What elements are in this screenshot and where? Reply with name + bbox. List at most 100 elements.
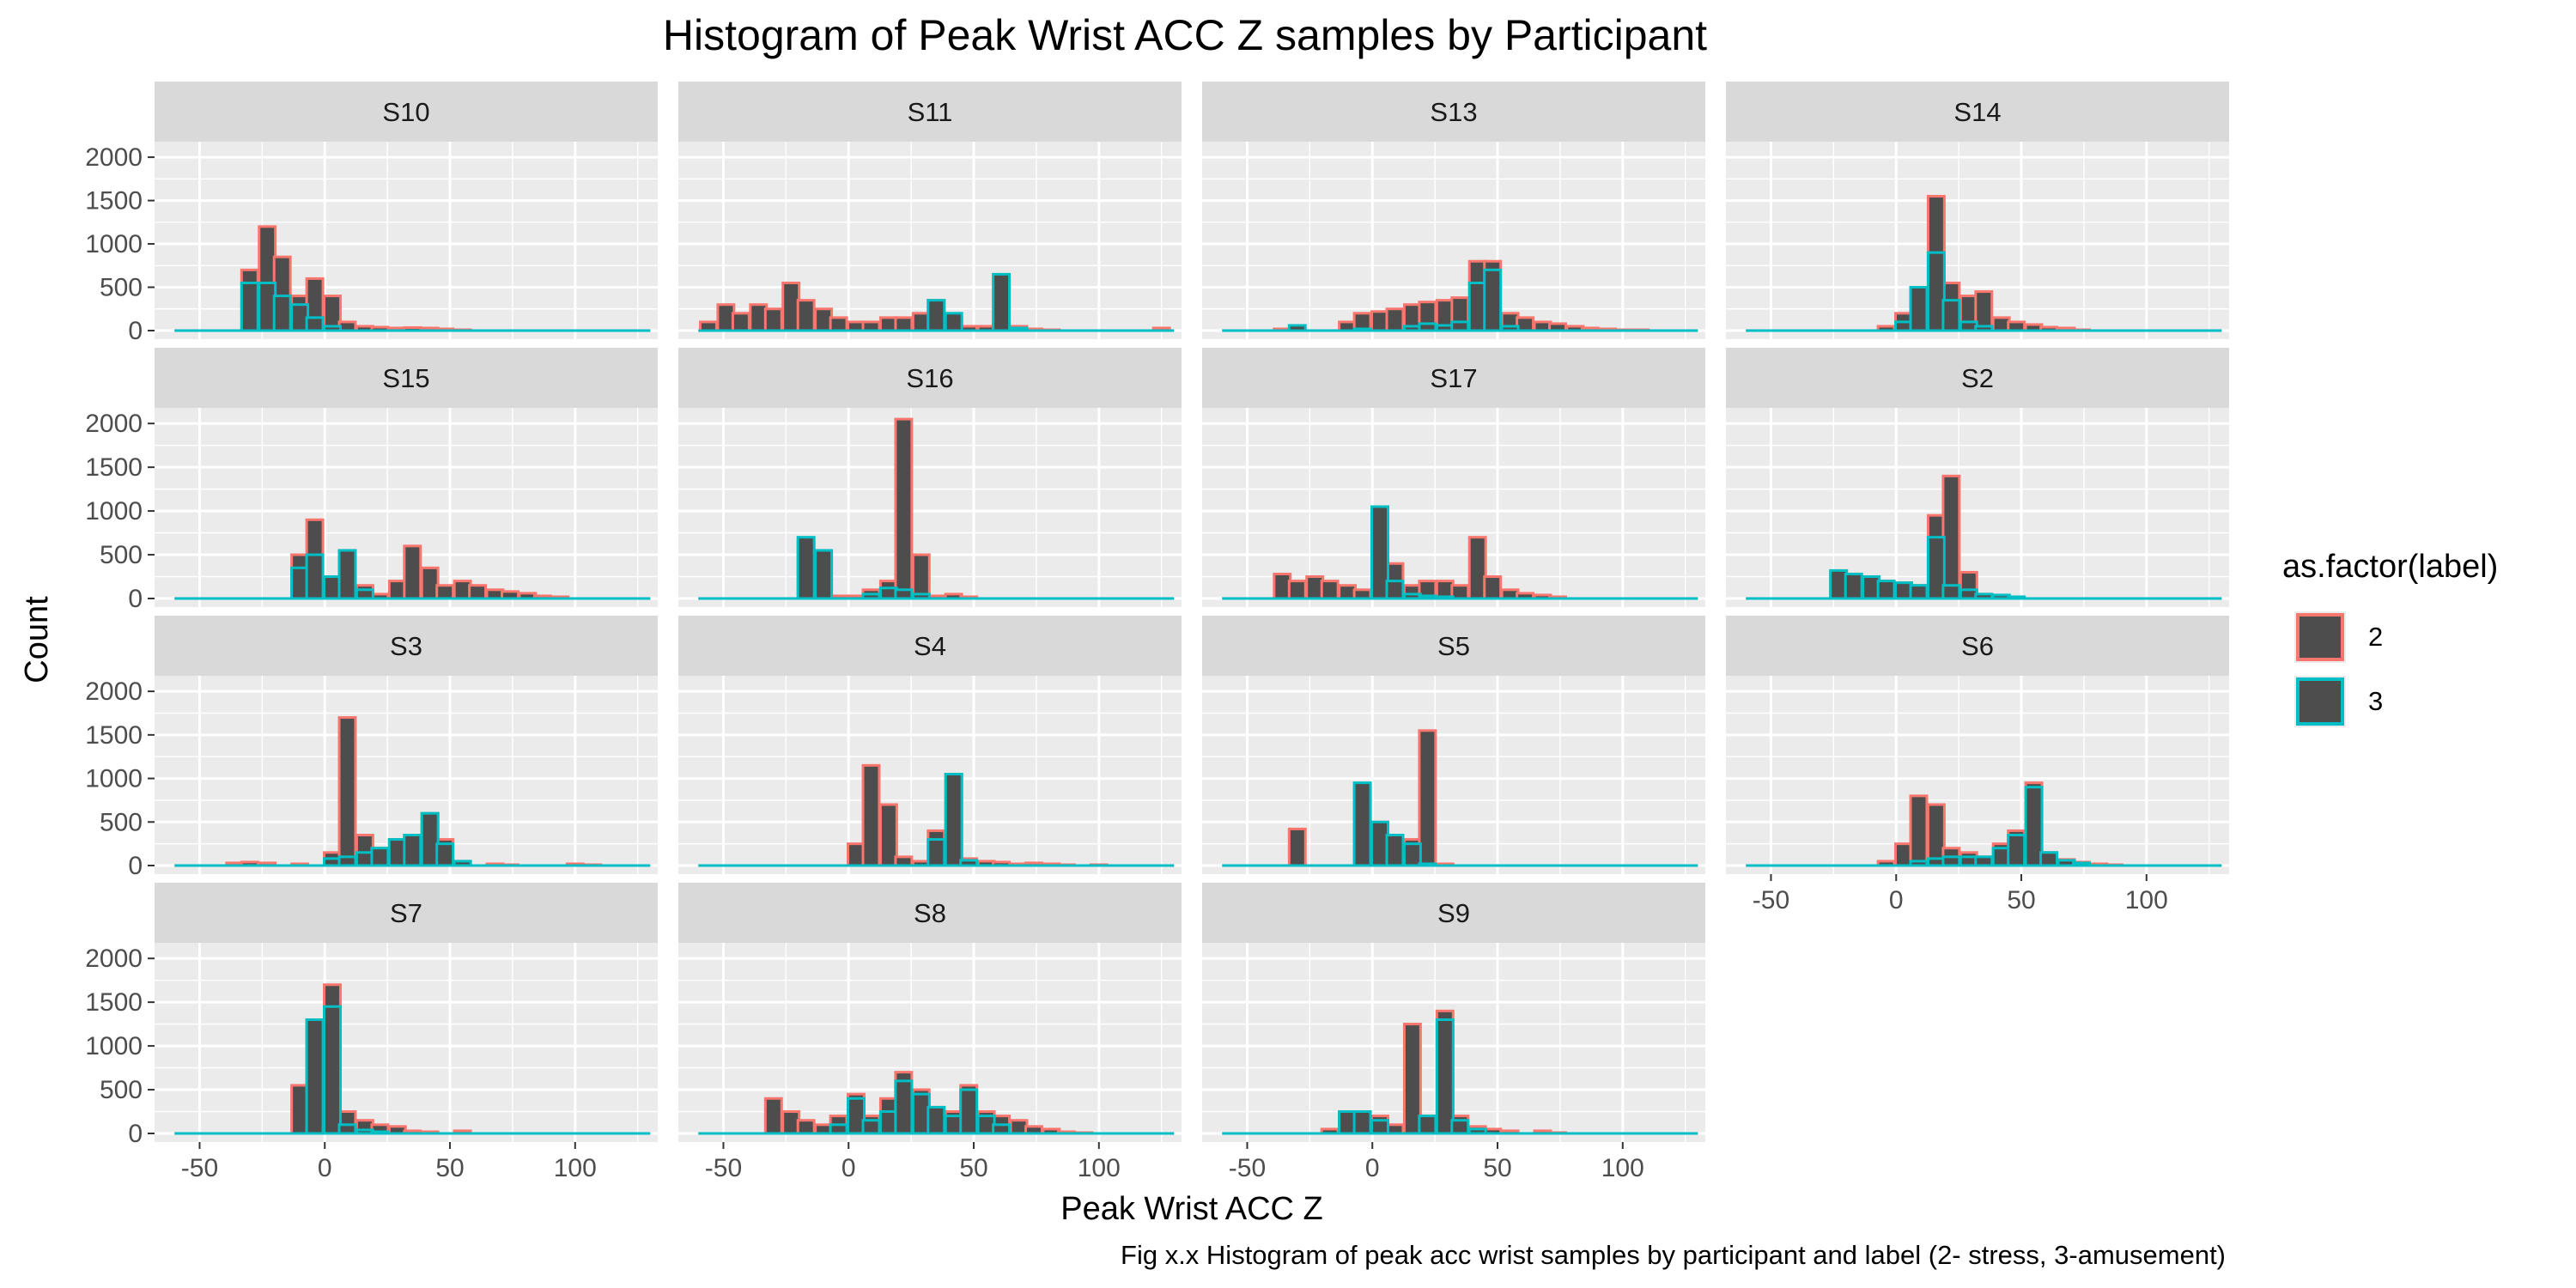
facet-strip-label: S16 [906,363,953,393]
histogram-bar-label-3 [1941,584,1961,600]
histogram-bar-label-2 [1352,588,1372,600]
y-axis-tick-label: 2000 [85,410,143,438]
histogram-bar-label-3 [1370,1119,1389,1135]
histogram-bar-label-3 [2039,851,2059,867]
histogram-bar-label-3 [829,1123,848,1135]
facet-strip-label: S4 [914,631,946,661]
x-axis-tick-label: -50 [1229,1154,1266,1182]
panel-s13: S13 [1202,82,1705,339]
panel-s2: S2 [1726,348,2229,607]
y-axis-tick-label: 0 [128,585,143,613]
histogram-bar-label-3 [370,847,390,867]
y-axis-tick-label: 1500 [85,453,143,482]
facet-strip-label: S10 [382,97,429,127]
legend-keys: 23 [2294,611,2383,727]
y-axis-tick-label: 1500 [85,187,143,216]
facet-strip [678,348,1182,408]
facet-strip [1202,348,1705,408]
chart-title: Histogram of Peak Wrist ACC Z samples by… [663,11,1707,59]
histogram-bar-label-2 [829,316,848,332]
histogram-bar-label-2 [1320,580,1340,600]
histogram-bar-label-2 [911,553,931,600]
facet-strip [1726,348,2229,408]
histogram-bar-label-3 [927,838,946,867]
histogram-bar-label-3 [927,299,946,332]
histogram-bar-label-3 [1450,320,1470,332]
facet-strip-label: S17 [1430,363,1477,393]
histogram-bar-label-2 [763,307,783,332]
facet-panels: S10 S11 S13 S14 S15 S16 S17 S2 S3 S4 S5 S6 S7 S8 S9 [155,82,2229,1142]
panel-s5: S5 [1202,616,1705,874]
y-axis-tick-label: 1500 [85,721,143,750]
x-axis-tick-label: 100 [2125,886,2168,914]
histogram-bar-label-3 [305,1018,325,1135]
histogram-bar-label-2 [1909,794,1929,867]
y-axis-tick-label: 1000 [85,497,143,526]
facet-strip [1202,883,1705,943]
y-axis-tick-label: 1000 [85,230,143,258]
histogram-bar-label-2 [861,763,881,867]
panel-s10: S10 [155,82,658,339]
facet-strip [155,616,658,676]
histogram-bar-label-2 [1483,575,1503,600]
facet-strip [155,348,658,408]
panel-s6: S6 [1726,616,2229,874]
histogram-bar-label-2 [894,316,914,332]
x-axis-tick-label: 100 [1601,1154,1644,1182]
facet-strip [678,82,1182,142]
y-axis-tick-label: 0 [128,852,143,880]
x-axis-tick-label: 50 [1483,1154,1511,1182]
panel-s9: S9 [1202,883,1705,1142]
legend-key-swatch [2296,677,2344,726]
histogram-bar-label-3 [944,312,963,332]
facet-strip [1726,616,2229,676]
histogram-bar-label-3 [272,295,292,332]
facet-strip-label: S3 [390,631,422,661]
histogram-bar-label-3 [1450,1119,1470,1135]
facet-strip [155,82,658,142]
facet-strip [678,883,1182,943]
x-axis-tick-label: -50 [1753,886,1789,914]
y-axis-tick-label: 1500 [85,988,143,1017]
histogram-bar-label-3 [861,1119,881,1135]
facet-strip-label: S5 [1437,631,1470,661]
histogram-bar-label-3 [1483,268,1503,332]
legend-key-swatch [2296,613,2344,661]
panel-s11: S11 [678,82,1182,339]
x-axis-tick-label: 0 [1889,886,1904,914]
histogram-bar-label-3 [927,1105,946,1135]
axes: 0500100015002000050010001500200005001000… [85,143,2168,1182]
histogram-bar-label-3 [992,272,1012,332]
facet-strip-label: S8 [914,898,946,928]
histogram-bar-label-2 [894,855,914,867]
y-axis-tick-label: 500 [100,808,143,836]
panel-s8: S8 [678,883,1182,1142]
histogram-bar-label-3 [1876,580,1896,600]
x-axis-tick-label: 50 [2007,886,2035,914]
histogram-bar-label-2 [763,1097,783,1135]
histogram-bar-label-3 [1352,1110,1372,1135]
panel-background [1202,676,1705,874]
facet-strip [155,883,658,943]
histogram-bar-label-3 [894,1079,914,1135]
facet-strip-label: S11 [908,97,953,127]
y-axis-tick-label: 1000 [85,1032,143,1060]
panel-s14: S14 [1726,82,2229,339]
panel-background [155,142,658,339]
histogram-bar-label-3 [796,536,816,600]
x-axis-tick-label: 100 [554,1154,597,1182]
facet-strip [1726,82,2229,142]
facet-strip-label: S7 [390,898,422,928]
y-axis-tick-label: 2000 [85,143,143,172]
x-axis-tick-label: 0 [318,1154,332,1182]
histogram-bar-label-2 [337,716,357,867]
histogram-bar-label-3 [1974,855,1994,867]
legend-entry-label: 3 [2368,686,2383,716]
histogram-bar-label-3 [1402,842,1422,867]
histogram-bar-label-3 [1909,286,1929,332]
facet-strip-label: S15 [382,363,429,393]
histogram-bar-label-3 [944,773,963,867]
histogram-bar-label-3 [992,1123,1012,1135]
legend-entry-label: 2 [2368,622,2383,652]
x-axis-tick-label: 50 [959,1154,987,1182]
